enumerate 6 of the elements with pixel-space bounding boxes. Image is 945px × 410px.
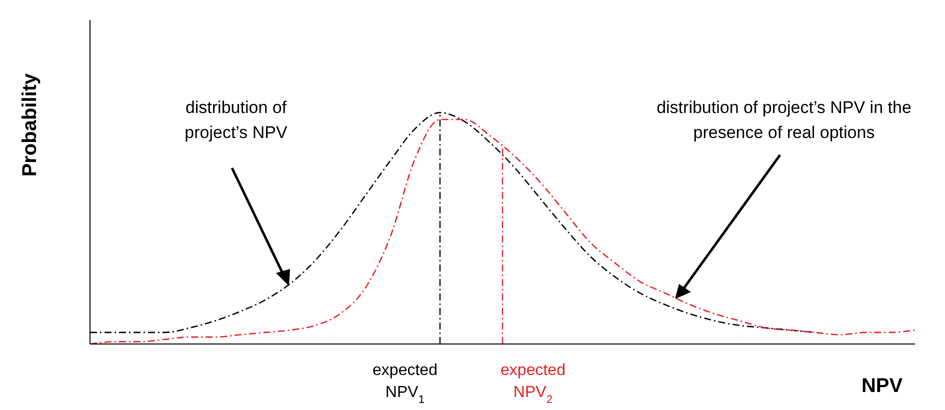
annotation: distribution of project’s NPV in the presence of real options: [656, 98, 912, 142]
y-axis-title: Probability: [19, 72, 41, 177]
x-axis-title: NPV: [861, 375, 904, 397]
text: expected NPV$_{1}$: [372, 362, 438, 406]
text: expected NPV$_{2}$: [500, 362, 566, 406]
annotation: distribution of project’s NPV: [184, 98, 288, 142]
